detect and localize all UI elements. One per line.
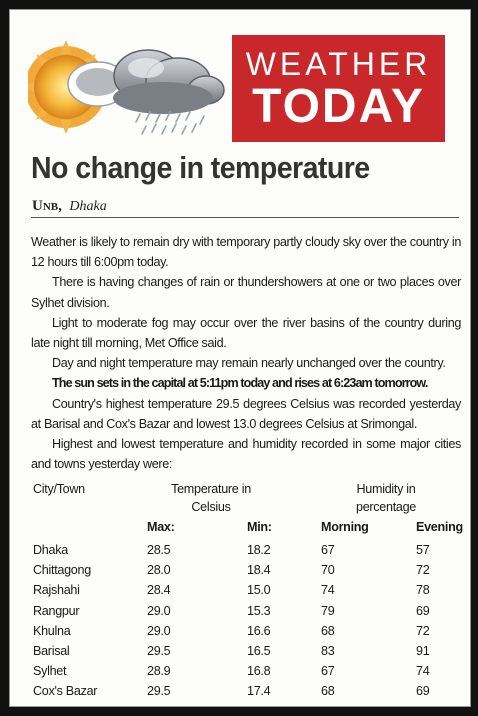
table-cell-min: 15.0 <box>247 583 271 598</box>
table-cell-max: 28.5 <box>147 543 171 557</box>
headline: No change in temperature <box>31 150 370 185</box>
table-cell-max: 29.0 <box>147 623 171 638</box>
column-header-humidity: Humidity in percentage <box>336 480 436 516</box>
table-row: Barisal 29.5 16.5 83 91 <box>31 641 461 661</box>
table-cell-min: 16.6 <box>247 623 271 638</box>
table-cell-evening: 74 <box>416 664 430 679</box>
cloud-icon <box>67 49 225 114</box>
byline-city: Dhaka <box>69 199 107 214</box>
table-cell-evening: 57 <box>416 543 430 557</box>
table-cell-morning: 67 <box>321 543 335 557</box>
table-cell-evening: 69 <box>416 684 430 699</box>
subheader-max: Max: <box>147 520 175 534</box>
table-body: Dhaka 28.5 18.2 67 57 Chittagong 28.0 18.4 70 72 R… <box>31 540 461 702</box>
column-header-humidity-line1: Humidity in <box>356 482 416 496</box>
table-cell-min: 15.3 <box>247 603 271 618</box>
table-row: Sylhet 28.9 16.8 67 74 <box>31 661 461 681</box>
table-subheader: Max: Min: Morning Evening <box>31 520 463 540</box>
table-cell-morning: 79 <box>321 603 335 618</box>
table-cell-morning: 70 <box>321 563 335 578</box>
paragraph-highlight: The sun sets in the capital at 5:11pm to… <box>52 376 428 391</box>
column-header-temperature-line1: Temperature in <box>171 482 251 496</box>
table-cell-evening: 72 <box>416 563 430 578</box>
table-cell-city: Chittagong <box>33 563 91 578</box>
table-cell-evening: 69 <box>416 603 430 618</box>
column-header-humidity-line2: percentage <box>355 500 417 514</box>
table-cell-city: Dhaka <box>33 543 68 557</box>
paragraph: Day and night temperature may remain nea… <box>52 356 446 371</box>
table-cell-morning: 83 <box>321 643 335 658</box>
paragraph: Weather is likely to remain dry with tem… <box>31 235 461 270</box>
byline: Unb, Dhaka <box>32 198 107 215</box>
table-cell-min: 18.2 <box>247 543 271 557</box>
paragraph: There is having changes of rain or thund… <box>31 275 461 310</box>
table-cell-max: 29.5 <box>147 684 171 699</box>
table-cell-city: Cox's Bazar <box>33 684 98 699</box>
column-header-temperature-line2: Celsius <box>191 500 231 514</box>
table-cell-min: 16.8 <box>247 664 271 679</box>
table-row: Chittagong 28.0 18.4 70 72 <box>31 560 461 580</box>
table-cell-min: 17.4 <box>247 684 271 699</box>
section-banner: WEATHER TODAY <box>232 35 445 142</box>
paragraph: Country's highest temperature 29.5 degre… <box>31 396 461 431</box>
weather-table: City/Town Temperature in Celsius Humidit… <box>31 480 463 702</box>
byline-agency: Unb, <box>32 198 62 214</box>
table-cell-evening: 91 <box>416 643 430 658</box>
table-cell-city: Sylhet <box>33 664 67 679</box>
table-cell-evening: 78 <box>416 583 430 598</box>
table-cell-morning: 68 <box>321 684 335 699</box>
column-header-temperature: Temperature in Celsius <box>151 480 271 516</box>
table-row: Rajshahi 28.4 15.0 74 78 <box>31 580 461 600</box>
table-cell-city: Rangpur <box>33 603 80 618</box>
table-cell-city: Khulna <box>33 623 71 638</box>
table-row: Rangpur 29.0 15.3 79 69 <box>31 601 461 621</box>
byline-divider <box>31 217 459 218</box>
table-cell-min: 18.4 <box>247 563 271 578</box>
table-cell-min: 16.5 <box>247 643 271 658</box>
table-cell-max: 28.4 <box>147 583 171 598</box>
table-cell-morning: 68 <box>321 623 335 638</box>
table-cell-morning: 74 <box>321 583 335 598</box>
table-row: Khulna 29.0 16.6 68 72 <box>31 621 461 641</box>
banner-weather-label: WEATHER <box>245 46 432 82</box>
table-cell-max: 28.0 <box>147 563 171 578</box>
table-cell-evening: 72 <box>416 623 430 638</box>
table-cell-max: 29.0 <box>147 603 171 618</box>
subheader-min: Min: <box>247 520 272 534</box>
rain-icon <box>135 111 205 135</box>
weather-illustration <box>28 40 225 135</box>
table-row: Dhaka 28.5 18.2 67 57 <box>31 540 461 560</box>
paragraph: Highest and lowest temperature and humid… <box>31 437 461 472</box>
paragraph: Light to moderate fog may occur over the… <box>31 315 461 351</box>
subheader-morning: Morning <box>321 520 369 534</box>
table-row: Cox's Bazar 29.5 17.4 68 69 <box>31 681 461 701</box>
table-header: City/Town Temperature in Celsius Humidit… <box>31 480 461 520</box>
article-body: Weather is likely to remain dry with tem… <box>31 232 461 474</box>
table-cell-max: 29.5 <box>147 643 171 658</box>
table-cell-city: Rajshahi <box>33 583 80 598</box>
table-cell-city: Barisal <box>33 643 70 658</box>
table-cell-max: 28.9 <box>147 664 171 679</box>
banner-today-label: TODAY <box>252 80 425 133</box>
table-cell-morning: 67 <box>321 664 335 679</box>
newspaper-clipping: WEATHER TODAY No change in temperature U… <box>9 9 471 707</box>
subheader-evening: Evening <box>416 520 463 534</box>
column-header-city: City/Town <box>33 482 85 496</box>
